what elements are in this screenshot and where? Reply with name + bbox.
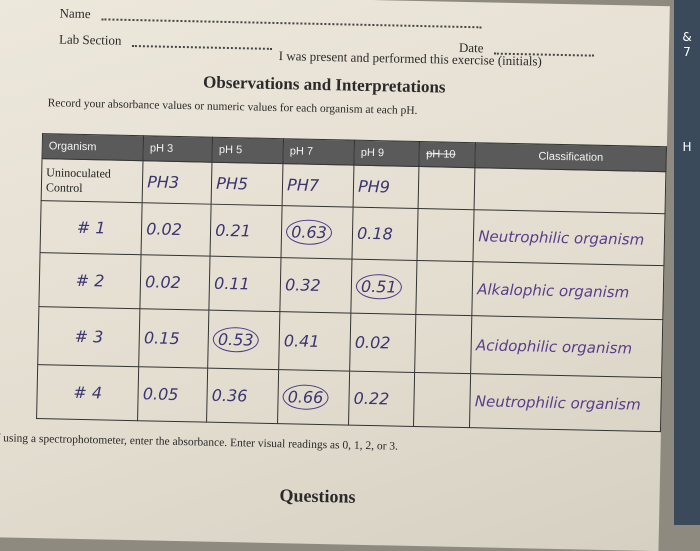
value-cell: 0.63 <box>281 205 354 260</box>
name-label: Name <box>59 5 91 22</box>
value: 0.32 <box>284 275 321 295</box>
value: 0.36 <box>211 385 248 406</box>
worksheet: Name Lab Section Date I was present and … <box>0 0 670 551</box>
value-cell: 0.41 <box>278 311 351 372</box>
value-cell: 0.11 <box>209 256 282 312</box>
value: 0.21 <box>215 220 252 241</box>
value-cell: 0.51 <box>350 259 418 315</box>
value-cell: 0.21 <box>210 204 283 258</box>
value: 0.22 <box>353 388 390 409</box>
value-cell: 0.66 <box>277 369 350 426</box>
classification-cell: Neutrophilic organism <box>469 373 662 432</box>
questions-heading: Questions <box>279 485 356 507</box>
value: PH3 <box>147 172 180 193</box>
value: 0.15 <box>143 328 180 349</box>
value-cell: 0.32 <box>280 257 353 314</box>
value: 0.51 <box>355 273 402 300</box>
instructions: Record your absorbance values or numeric… <box>47 97 418 117</box>
side-tab: & <box>682 30 692 44</box>
value: PH9 <box>357 176 391 197</box>
value-cell: PH7 <box>282 163 355 208</box>
column-header: pH 3 <box>143 135 213 163</box>
lab-section-label: Lab Section <box>58 31 122 48</box>
attendance-label: I was present and performed this exercis… <box>278 48 542 69</box>
organism-cell: # 4 <box>36 364 139 421</box>
column-header: pH 7 <box>283 138 355 166</box>
value-cell: PH3 <box>142 160 213 205</box>
value-cell: 0.22 <box>348 371 416 427</box>
table-body: Uninoculated Control PH3 PH5 PH7 PH9 # 1 0.02 0… <box>36 158 666 432</box>
value-cell: 0.53 <box>207 310 281 370</box>
value-cell: 0.02 <box>140 254 211 311</box>
value-cell: PH5 <box>211 162 284 206</box>
column-header: pH 5 <box>212 137 284 164</box>
value: 0.02 <box>144 272 181 293</box>
value: 0.63 <box>285 219 333 246</box>
value: 0.02 <box>146 219 183 240</box>
value-cell: 0.15 <box>138 308 210 369</box>
organism-cell: # 2 <box>38 252 142 309</box>
value-cell: PH9 <box>353 165 420 209</box>
organism-cell: # 3 <box>37 306 141 367</box>
column-header: pH 9 <box>354 140 420 167</box>
classification-cell: Neutrophilic organism <box>473 209 666 266</box>
value-cell: 0.18 <box>352 207 419 261</box>
value: 0.41 <box>283 331 320 351</box>
classification-cell: Acidophilic organism <box>470 315 663 378</box>
column-header: pH 10 <box>419 141 476 168</box>
empty-cell <box>415 314 473 374</box>
empty-cell <box>416 260 474 316</box>
value-cell: 0.05 <box>137 366 208 423</box>
results-table: Organism pH 3 pH 5 pH 7 pH 9 pH 10 Classificat… <box>36 133 667 432</box>
value: 0.53 <box>212 326 259 353</box>
classification-cell <box>474 167 666 214</box>
organism-cell: Uninoculated Control <box>41 158 144 203</box>
value-cell: 0.02 <box>141 202 212 257</box>
value: PH7 <box>286 175 320 195</box>
value: 0.66 <box>282 384 329 411</box>
footnote: If using a spectrophotometer, enter the … <box>0 432 399 453</box>
side-tab: 7 <box>683 45 691 59</box>
value: 0.05 <box>142 384 179 405</box>
value-cell: 0.02 <box>349 313 417 373</box>
value: 0.02 <box>354 332 391 353</box>
empty-cell <box>417 208 475 262</box>
column-header: Organism <box>42 133 144 161</box>
organism-cell: # 1 <box>40 200 143 255</box>
value: 0.11 <box>213 273 250 294</box>
empty-cell <box>418 166 476 210</box>
value: 0.18 <box>356 223 393 244</box>
section-title: Observations and Interpretations <box>202 72 446 97</box>
name-line <box>101 18 482 29</box>
empty-cell <box>413 372 471 428</box>
side-tab: H <box>682 140 692 154</box>
side-tabs: & 7 H <box>674 0 700 525</box>
value: PH5 <box>216 173 249 194</box>
lab-line <box>131 44 272 50</box>
classification-cell: Alkalophic organism <box>472 261 664 320</box>
value-cell: 0.36 <box>206 368 279 424</box>
